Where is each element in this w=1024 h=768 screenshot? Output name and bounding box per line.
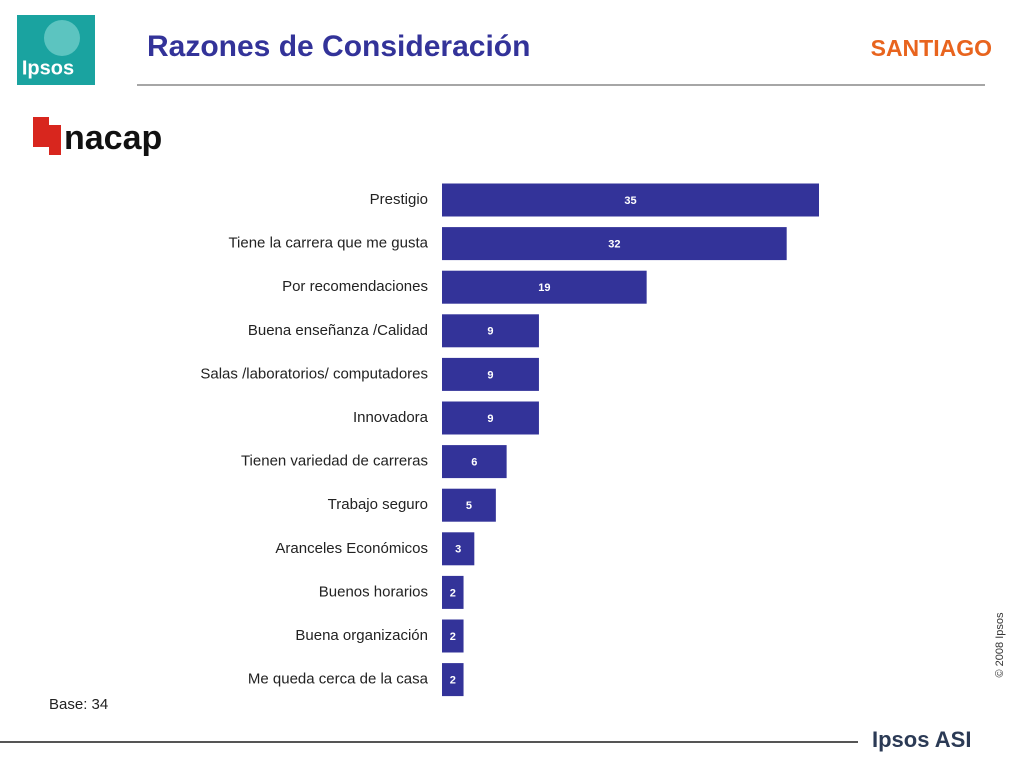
category-label: Buenos horarios xyxy=(319,583,428,600)
value-label: 32 xyxy=(608,239,620,251)
copyright: © 2008 Ipsos xyxy=(994,612,1006,677)
bar xyxy=(442,663,464,697)
footer-logo: Ipsos ASI xyxy=(872,727,971,752)
bar xyxy=(442,532,475,566)
category-label: Me queda cerca de la casa xyxy=(248,671,429,688)
brand-block xyxy=(49,125,61,155)
category-label: Tienen variedad de carreras xyxy=(241,453,428,470)
category-label: Salas /laboratorios/ computadores xyxy=(200,365,428,382)
category-label: Buena organización xyxy=(295,627,428,644)
ipsos-logo-head xyxy=(44,20,80,56)
value-label: 2 xyxy=(450,675,456,687)
bar xyxy=(442,575,464,609)
bar xyxy=(442,227,787,261)
value-label: 19 xyxy=(538,282,550,294)
category-label: Aranceles Económicos xyxy=(275,540,428,557)
value-label: 9 xyxy=(487,413,493,425)
brand-block xyxy=(33,117,49,147)
value-label: 5 xyxy=(466,500,472,512)
bar xyxy=(442,619,464,653)
category-label: Prestigio xyxy=(370,191,428,208)
chart-title: Razones de Consideración xyxy=(147,30,530,63)
bar xyxy=(442,401,539,435)
bar xyxy=(442,357,539,391)
value-label: 2 xyxy=(450,587,456,599)
value-label: 2 xyxy=(450,631,456,643)
category-label: Innovadora xyxy=(353,409,429,426)
value-label: 9 xyxy=(487,326,493,338)
value-label: 35 xyxy=(624,195,636,207)
category-label: Tiene la carrera que me gusta xyxy=(228,235,428,252)
bar xyxy=(442,183,819,217)
value-label: 3 xyxy=(455,544,461,556)
brand: nacap xyxy=(64,119,162,157)
category-label: Buena enseñanza /Calidad xyxy=(248,322,428,339)
category-label: Trabajo seguro xyxy=(328,496,428,513)
bar xyxy=(442,314,539,348)
value-label: 6 xyxy=(471,457,477,469)
bar xyxy=(442,488,496,522)
note: Base: 34 xyxy=(49,696,108,713)
value-label: 9 xyxy=(487,369,493,381)
bar xyxy=(442,270,647,304)
category-label: Por recomendaciones xyxy=(282,278,428,295)
ipsos-logo: Ipsos xyxy=(22,57,74,79)
bar xyxy=(442,445,507,479)
region: SANTIAGO xyxy=(871,35,992,61)
